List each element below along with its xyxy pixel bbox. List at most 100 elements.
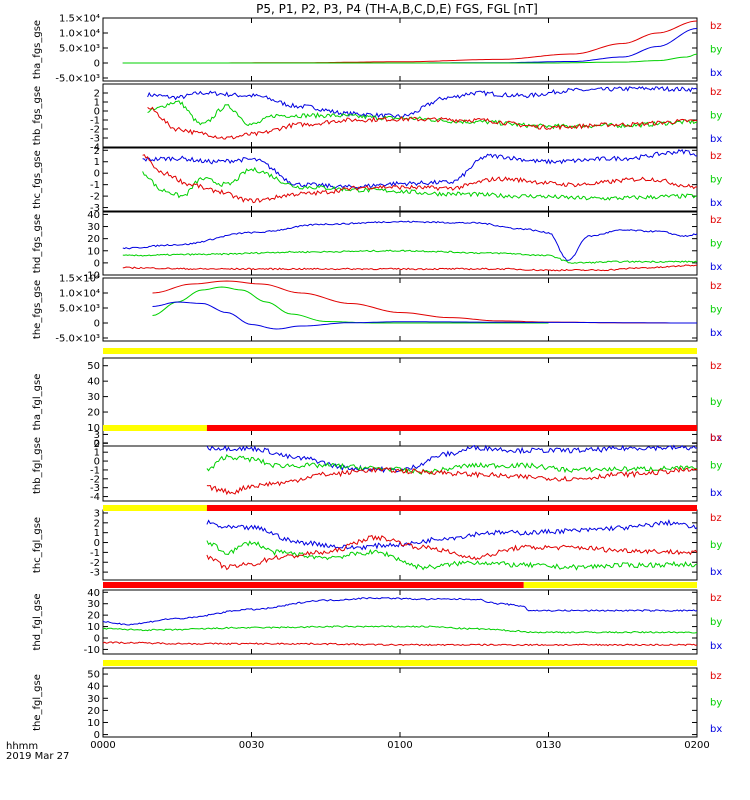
series-line-by (206, 540, 698, 571)
legend-bz: bz (710, 87, 722, 98)
y-axis-label: thd_fgl_gse (32, 594, 43, 651)
y-tick-label: 0 (94, 438, 100, 449)
y-tick-label: 2 (94, 89, 100, 100)
y-axis-label: the_fgl_gse (32, 674, 43, 731)
status-bar-segment (103, 582, 524, 588)
legend-by: by (710, 540, 722, 551)
series-line-bx (142, 148, 698, 190)
y-tick-label: -1 (90, 465, 100, 476)
y-tick-label: 0 (94, 457, 100, 468)
legend-bz: bz (710, 361, 722, 372)
series-line-by (102, 625, 698, 634)
legend-bz: bz (710, 513, 722, 524)
y-tick-label: -2 (90, 558, 100, 569)
series-line-by (122, 53, 698, 64)
legend-bx: bx (710, 68, 722, 79)
legend-bz: bz (710, 281, 722, 292)
legend-bz: bz (710, 671, 722, 682)
series-line-bx (152, 301, 697, 330)
x-tick-label: 0100 (387, 740, 412, 751)
legend-by: by (710, 45, 722, 56)
y-tick-label: 1 (94, 448, 100, 459)
legend-bz: bz (710, 151, 722, 162)
y-tick-label: 0 (94, 59, 100, 70)
y-axis-label: thb_fgs_gse (32, 86, 43, 145)
legend-by: by (710, 698, 722, 709)
y-tick-label: 1.0×10⁴ (59, 289, 100, 300)
plot-title: P5, P1, P2, P3, P4 (TH-A,B,C,D,E) FGS, F… (256, 2, 538, 16)
series-line-bz (142, 154, 698, 204)
y-axis-label: tha_fgs_gse (32, 20, 43, 79)
legend-by: by (710, 617, 722, 628)
panel-frame (102, 17, 698, 82)
panel-thc_fgs_gse: 210-1-2-3 thc_fgs_gse bz by bx (32, 146, 722, 214)
series-line-by (206, 453, 698, 475)
legend-by: by (710, 111, 722, 122)
footer-time-label: hhmm (6, 741, 38, 752)
status-bar-segment (103, 660, 697, 666)
y-tick-label: 2 (94, 146, 100, 157)
series-line-by (142, 166, 698, 201)
legend-by: by (710, 461, 722, 472)
status-bar-segment (103, 348, 697, 354)
y-tick-label: 0 (94, 730, 100, 741)
legend-bx: bx (710, 641, 722, 652)
series-line-bz (122, 20, 698, 64)
panel-frame (102, 509, 698, 581)
x-tick-label: 0130 (536, 740, 561, 751)
y-tick-label: -5.0×10³ (55, 74, 100, 85)
y-tick-label: -2 (90, 474, 100, 485)
status-bar-segment (523, 582, 697, 588)
y-tick-label: -3 (90, 134, 100, 145)
y-tick-label: 20 (87, 234, 100, 245)
series-line-by (147, 100, 698, 130)
y-tick-label: -10 (84, 645, 100, 656)
y-tick-label: 5.0×10³ (59, 44, 100, 55)
y-axis-label: thc_fgl_gse (32, 517, 43, 573)
y-tick-label: 20 (87, 706, 100, 717)
y-axis-label: thb_fgl_gse (32, 437, 43, 494)
y-tick-label: 1.5×10⁴ (59, 14, 100, 25)
y-tick-label: 1 (94, 98, 100, 109)
y-tick-label: -3 (90, 568, 100, 579)
y-tick-label: -2 (90, 125, 100, 136)
y-tick-label: 1.5×10⁴ (59, 274, 100, 285)
series-line-bx (122, 220, 698, 261)
y-tick-label: 10 (87, 718, 100, 729)
y-tick-label: 30 (87, 599, 100, 610)
y-tick-label: -1 (90, 180, 100, 191)
y-tick-label: 40 (87, 377, 100, 388)
y-tick-label: -5.0×10³ (55, 334, 100, 345)
y-tick-label: 2 (94, 518, 100, 529)
legend-bz: bz (710, 593, 722, 604)
y-tick-label: 20 (87, 408, 100, 419)
y-tick-label: -1 (90, 116, 100, 127)
y-tick-label: 20 (87, 611, 100, 622)
series-line-bz (147, 106, 698, 140)
legend-by: by (710, 175, 722, 186)
series-line-bx (206, 444, 698, 474)
y-tick-label: 2 (94, 439, 100, 450)
y-tick-label: 30 (87, 694, 100, 705)
y-tick-label: 0 (94, 107, 100, 118)
y-tick-label: -3 (90, 203, 100, 214)
series-line-bx (122, 28, 698, 64)
y-tick-label: -2 (90, 192, 100, 203)
panel-frame (102, 277, 698, 342)
series-line-bz (206, 466, 698, 496)
status-bar-segment (103, 425, 207, 431)
y-tick-label: 10 (87, 423, 100, 434)
legend-bx: bx (710, 724, 722, 735)
x-tick-label: 0200 (684, 740, 709, 751)
legend-bx: bx (710, 328, 722, 339)
series-line-by (122, 249, 698, 264)
legend-bx: bx (710, 262, 722, 273)
series-line-by (152, 286, 549, 324)
y-tick-label: 40 (87, 682, 100, 693)
status-bar-segment (206, 505, 697, 511)
status-bar-segment (103, 505, 207, 511)
